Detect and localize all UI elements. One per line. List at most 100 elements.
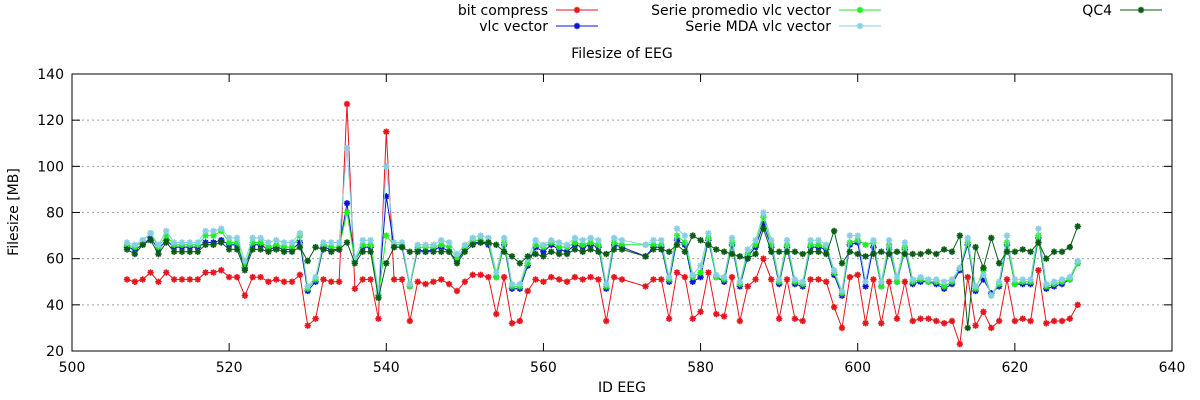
series-bit-compress-point <box>508 320 516 327</box>
series-serie-mda-vlc-vector-point <box>917 273 924 281</box>
series-qc4-point <box>799 250 806 258</box>
x-axis-title: ID EEG <box>598 380 646 396</box>
series-bit-compress-point <box>485 273 492 281</box>
series-qc4-point <box>925 248 932 255</box>
series-qc4-point <box>249 246 256 253</box>
series-bit-compress-point <box>477 271 484 279</box>
series-serie-mda-vlc-vector-point <box>1035 225 1042 232</box>
series-bit-compress-point <box>995 317 1003 325</box>
series-qc4-point <box>885 250 893 258</box>
series-bit-compress-point <box>878 320 885 327</box>
series-qc4-point <box>288 248 296 255</box>
series-serie-mda-vlc-vector-point <box>500 234 508 242</box>
y-axis-title: Filesize [MB] <box>6 168 22 256</box>
series-serie-mda-vlc-vector-point <box>775 276 783 283</box>
series-serie-mda-vlc-vector-point <box>799 278 806 285</box>
series-serie-mda-vlc-vector-point <box>1011 276 1019 283</box>
series-bit-compress-point <box>524 287 531 295</box>
series-bit-compress-point <box>469 271 476 279</box>
series-serie-mda-vlc-vector-point <box>1074 257 1081 265</box>
series-bit-compress-point <box>123 276 131 283</box>
series-qc4-point <box>328 248 335 255</box>
series-qc4-point <box>823 250 830 258</box>
series-qc4-point <box>485 239 492 246</box>
series-qc4-point <box>186 248 194 255</box>
series-qc4-point <box>155 250 162 258</box>
series-serie-mda-vlc-vector-point <box>367 237 374 244</box>
series-serie-mda-vlc-vector-point <box>335 239 343 246</box>
series-serie-mda-vlc-vector-point <box>760 209 767 216</box>
series-serie-mda-vlc-vector-point <box>744 246 751 253</box>
series-serie-mda-vlc-vector-point <box>854 232 861 239</box>
series-qc4-point <box>343 239 351 246</box>
series-bit-compress-point <box>783 276 791 283</box>
series-serie-mda-vlc-vector-point <box>445 239 453 246</box>
series-bit-compress-point <box>909 317 916 325</box>
series-qc4-point <box>493 241 500 249</box>
series-serie-mda-vlc-vector-point <box>587 234 594 242</box>
series-bit-compress-point <box>398 276 406 283</box>
series-serie-mda-vlc-vector-point <box>901 239 909 246</box>
series-qc4-point <box>280 248 288 255</box>
series-qc4-point <box>728 250 736 258</box>
series-bit-compress-point <box>744 283 751 290</box>
series-serie-mda-vlc-vector-point <box>862 278 869 285</box>
series-serie-mda-vlc-vector-point <box>383 163 390 170</box>
series-bit-compress-point <box>1058 317 1066 325</box>
series-bit-compress-point <box>257 273 264 281</box>
series-qc4-point <box>257 246 264 253</box>
series-bit-compress-point <box>618 276 626 283</box>
series-serie-mda-vlc-vector-point <box>202 227 209 235</box>
series-qc4-point <box>170 248 178 255</box>
series-qc4-point <box>791 248 799 255</box>
series-qc4-point <box>131 250 139 258</box>
series-serie-mda-vlc-vector-point <box>964 234 971 242</box>
series-bit-compress-point <box>736 317 744 325</box>
series-serie-mda-vlc-vector-point <box>933 276 940 283</box>
series-qc4-point <box>854 250 861 258</box>
series-serie-mda-vlc-vector-point <box>650 237 657 244</box>
series-serie-mda-vlc-vector-point <box>477 232 484 239</box>
series-bit-compress-point <box>218 267 225 274</box>
series-serie-mda-vlc-vector-point <box>893 273 901 281</box>
series-serie-promedio-vlc-vector-point <box>343 209 351 216</box>
series-qc4-point <box>273 246 280 253</box>
series-bit-compress-point <box>273 276 280 283</box>
series-qc4-point <box>1043 255 1050 262</box>
series-serie-promedio-vlc-vector-point <box>893 278 901 285</box>
series-qc4-point <box>713 246 720 253</box>
series-serie-mda-vlc-vector-point <box>995 278 1003 285</box>
series-qc4-point <box>335 246 343 253</box>
series-qc4-point <box>1003 248 1011 255</box>
series-serie-mda-vlc-vector-point <box>658 237 665 244</box>
series-qc4-point <box>438 248 445 255</box>
series-serie-mda-vlc-vector-point <box>940 278 948 285</box>
series-bit-compress-point <box>335 278 343 285</box>
series-serie-mda-vlc-vector-point <box>516 280 524 288</box>
series-serie-mda-vlc-vector-point <box>838 287 846 295</box>
series-serie-mda-vlc-vector-point <box>320 239 327 246</box>
series-qc4-point <box>940 246 948 253</box>
series-bit-compress-point <box>980 308 987 315</box>
series-serie-mda-vlc-vector-point <box>823 241 830 249</box>
series-bit-compress-point <box>390 276 398 283</box>
series-qc4-point <box>320 246 327 253</box>
series-bit-compress-point <box>461 278 469 285</box>
series-qc4-point <box>163 239 170 246</box>
series-qc4-point <box>650 246 657 253</box>
series-bit-compress-point <box>948 317 956 325</box>
series-qc4-point <box>933 250 940 258</box>
series-serie-mda-vlc-vector-point <box>665 273 673 281</box>
series-serie-mda-vlc-vector-point <box>280 239 288 246</box>
series-bit-compress-point <box>194 276 201 283</box>
series-serie-mda-vlc-vector-point <box>461 241 469 249</box>
series-qc4-point <box>893 248 901 255</box>
series-bit-compress-point <box>823 278 830 285</box>
series-serie-mda-vlc-vector-point <box>430 241 437 249</box>
series-qc4-point <box>917 250 924 258</box>
series-qc4-point <box>194 248 201 255</box>
series-qc4-point <box>351 260 359 267</box>
series-qc4-point <box>532 250 539 258</box>
